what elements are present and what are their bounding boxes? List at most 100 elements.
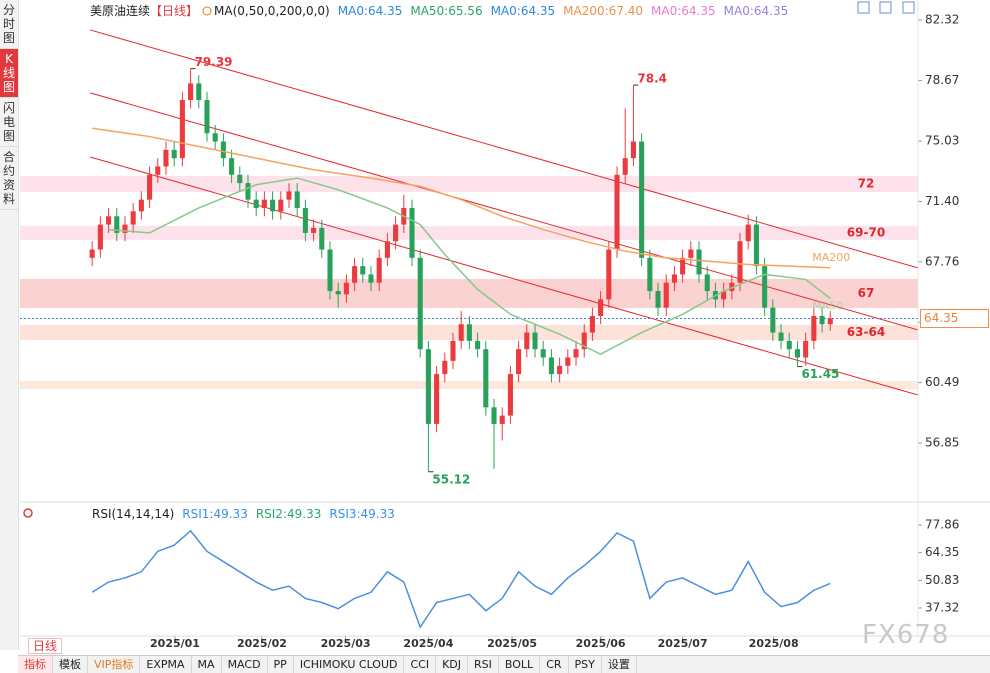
candle-body — [557, 365, 563, 375]
toolbar-item[interactable]: 指标 — [18, 656, 53, 673]
toolbar-item[interactable]: CCI — [404, 656, 437, 673]
candle-body — [786, 340, 792, 350]
legend-item: RSI3:49.33 — [329, 507, 395, 521]
candle-body — [622, 158, 628, 175]
indicator-label: MA(0,50,0,200,0,0) — [214, 3, 330, 18]
candle-body — [532, 332, 538, 350]
legend-item: RSI1:49.33 — [182, 507, 248, 521]
legend-item: RSI2:49.33 — [255, 507, 322, 521]
candle-body — [737, 241, 743, 283]
candle-body — [376, 257, 382, 283]
annotation-label: 78.4 — [637, 72, 667, 86]
toolbar-item[interactable]: CR — [540, 656, 569, 673]
annotation-label: 79.39 — [195, 55, 233, 69]
ma-line — [92, 127, 831, 269]
sidebar-tab[interactable]: 分时图 — [0, 0, 18, 49]
x-tick-label: 2025/03 — [321, 637, 371, 650]
candle-body — [475, 340, 481, 350]
candle-body — [507, 374, 513, 416]
candle-body — [384, 241, 390, 258]
rsi-settings-icon[interactable] — [23, 508, 33, 518]
toolbar-item[interactable]: KDJ — [436, 656, 469, 673]
candle-body — [647, 257, 653, 292]
rsi-header: RSI(14,14,14) RSI1:49.33 RSI2:49.33 RSI3:4… — [92, 507, 395, 521]
candle-body — [122, 224, 128, 233]
series-label: MA50 — [812, 299, 843, 312]
toolbar-item[interactable]: RSI — [468, 656, 499, 673]
candle-body — [499, 415, 505, 424]
zone-label: 72 — [858, 176, 875, 190]
sidebar-tab[interactable]: 合约资料 — [0, 147, 18, 210]
candle-body — [155, 166, 161, 175]
candle-body — [302, 207, 308, 233]
icon[interactable] — [857, 1, 870, 14]
period-tag: 【日线】 — [150, 4, 199, 18]
toolbar: 指标 模板 VIP指标 EXPMA MA MACD PP ICHIMOKU CLOUD CCI K… — [18, 655, 990, 673]
candle-body — [368, 274, 374, 283]
toolbar-item[interactable]: 模板 — [53, 656, 88, 673]
period-label[interactable]: 日线 — [28, 638, 63, 654]
legend-item: MA0:64.35 — [490, 3, 556, 18]
candle-body — [327, 249, 333, 292]
candle-body — [803, 340, 809, 358]
candle-body — [614, 174, 620, 250]
candle-body — [680, 257, 686, 275]
candle-body — [114, 216, 120, 233]
y-tick-label: 78.67 — [925, 73, 959, 87]
candle-body — [450, 340, 456, 361]
candle-body — [130, 211, 136, 225]
candle-body — [589, 315, 595, 333]
y-tick-label: 82.32 — [925, 12, 959, 26]
candle-body — [745, 224, 751, 242]
toolbar-item[interactable]: PP — [268, 656, 294, 673]
zone — [20, 225, 918, 240]
toolbar-item[interactable]: MACD — [222, 656, 268, 673]
x-tick-label: 2025/04 — [403, 637, 453, 650]
candle-body — [319, 227, 325, 250]
x-tick-label: 2025/08 — [749, 637, 799, 650]
candle-body — [819, 315, 825, 325]
candle-body — [827, 318, 833, 325]
sidebar-tab[interactable]: 闪电图 — [0, 98, 18, 147]
candle-body — [491, 407, 497, 424]
candle-body — [179, 100, 185, 159]
candle-body — [253, 199, 259, 208]
candle-body — [721, 291, 727, 300]
candle-body — [106, 216, 112, 225]
add-icon[interactable] — [202, 6, 212, 16]
candle-body — [598, 299, 604, 316]
candle-body — [753, 224, 759, 267]
toolbar-item[interactable]: MA — [192, 656, 222, 673]
zone-label: 67 — [858, 286, 875, 300]
icon[interactable] — [902, 1, 915, 14]
y-tick-label: 64.35 — [925, 545, 959, 559]
candle-body — [639, 141, 645, 258]
series-label: MA200 — [812, 251, 850, 264]
toolbar-item[interactable]: BOLL — [499, 656, 541, 673]
icon[interactable] — [879, 1, 892, 14]
toolbar-item[interactable]: PSY — [569, 656, 602, 673]
candle-body — [770, 307, 776, 333]
toolbar-item[interactable]: ICHIMOKU CLOUD — [294, 656, 405, 673]
candle-body — [458, 324, 464, 341]
toolbar-item[interactable]: 设置 — [602, 656, 637, 673]
candle-body — [294, 191, 300, 208]
toolbar-item[interactable]: VIP指标 — [88, 656, 141, 673]
candle-body — [343, 282, 349, 295]
legend-item: MA0:64.35 — [651, 3, 716, 18]
trendline — [90, 156, 918, 396]
y-tick-label: 67.76 — [925, 254, 959, 268]
candle-body — [606, 249, 612, 300]
candle-body — [466, 324, 472, 341]
toolbar-item[interactable]: EXPMA — [140, 656, 192, 673]
candle-body — [237, 174, 243, 184]
candle-body — [360, 266, 366, 275]
candle-body — [286, 191, 292, 200]
candle-body — [278, 199, 284, 212]
sidebar-tab[interactable]: K线图 — [0, 49, 18, 98]
candle-body — [696, 249, 702, 275]
x-tick-label: 2025/07 — [658, 637, 708, 650]
candle-body — [794, 349, 800, 358]
candle-body — [245, 183, 251, 200]
